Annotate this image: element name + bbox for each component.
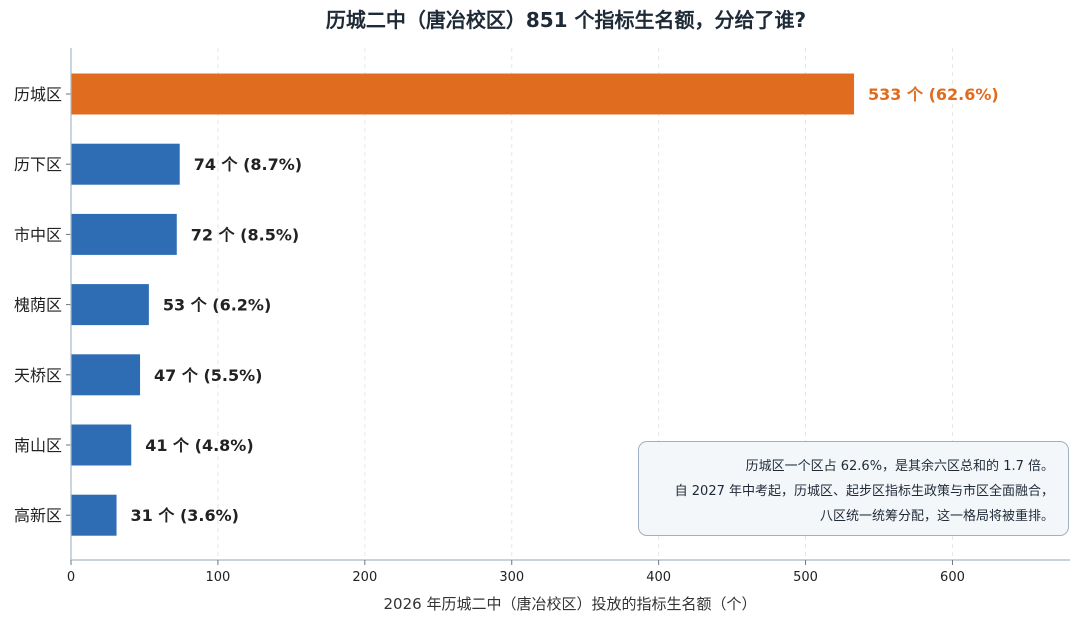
bar-7 bbox=[71, 494, 117, 536]
x-tick-label-600: 600 bbox=[940, 570, 965, 585]
category-label-2: 历下区 bbox=[14, 155, 62, 174]
x-tick-label-300: 300 bbox=[499, 570, 524, 585]
category-label-4: 槐荫区 bbox=[14, 296, 62, 315]
x-tick-label-100: 100 bbox=[205, 570, 230, 585]
bar-2 bbox=[71, 143, 180, 185]
annotation-line-3: 八区统一统筹分配，这一格局将被重排。 bbox=[819, 509, 1054, 524]
bars: 533 个 (62.6%) 74 个 (8.7%) 72 个 (8.5%) 53 个 … bbox=[71, 73, 999, 536]
bar-5 bbox=[71, 354, 141, 396]
chart-title: 历城二中（唐冶校区）851 个指标生名额，分给了谁? bbox=[326, 8, 806, 32]
bar-1 bbox=[71, 73, 855, 115]
x-tick-label-400: 400 bbox=[646, 570, 671, 585]
data-label-4: 53 个 (6.2%) bbox=[163, 296, 271, 315]
data-label-2: 74 个 (8.7%) bbox=[194, 155, 302, 174]
data-label-1: 533 个 (62.6%) bbox=[868, 85, 999, 104]
annotation-box: 历城区一个区占 62.6%，是其余六区总和的 1.7 倍。 自 2027 年中考… bbox=[638, 441, 1069, 536]
x-axis-label: 2026 年历城二中（唐冶校区）投放的指标生名额（个） bbox=[384, 595, 757, 613]
category-label-7: 高新区 bbox=[14, 506, 62, 525]
bar-6 bbox=[71, 424, 132, 466]
category-label-5: 天桥区 bbox=[14, 366, 62, 385]
x-tick-label-0: 0 bbox=[67, 570, 75, 585]
annotation-line-1: 历城区一个区占 62.6%，是其余六区总和的 1.7 倍。 bbox=[745, 459, 1054, 474]
data-label-7: 31 个 (3.6%) bbox=[131, 506, 239, 525]
data-label-6: 41 个 (4.8%) bbox=[145, 436, 253, 455]
data-label-5: 47 个 (5.5%) bbox=[154, 366, 262, 385]
category-label-1: 历城区 bbox=[14, 85, 62, 104]
bar-4 bbox=[71, 284, 149, 326]
data-label-3: 72 个 (8.5%) bbox=[191, 225, 299, 244]
bar-3 bbox=[71, 213, 177, 255]
category-label-3: 市中区 bbox=[14, 225, 62, 244]
category-label-6: 南山区 bbox=[14, 436, 62, 455]
x-tick-label-500: 500 bbox=[793, 570, 818, 585]
annotation-line-2: 自 2027 年中考起，历城区、起步区指标生政策与市区全面融合， bbox=[674, 484, 1054, 499]
x-tick-label-200: 200 bbox=[352, 570, 377, 585]
